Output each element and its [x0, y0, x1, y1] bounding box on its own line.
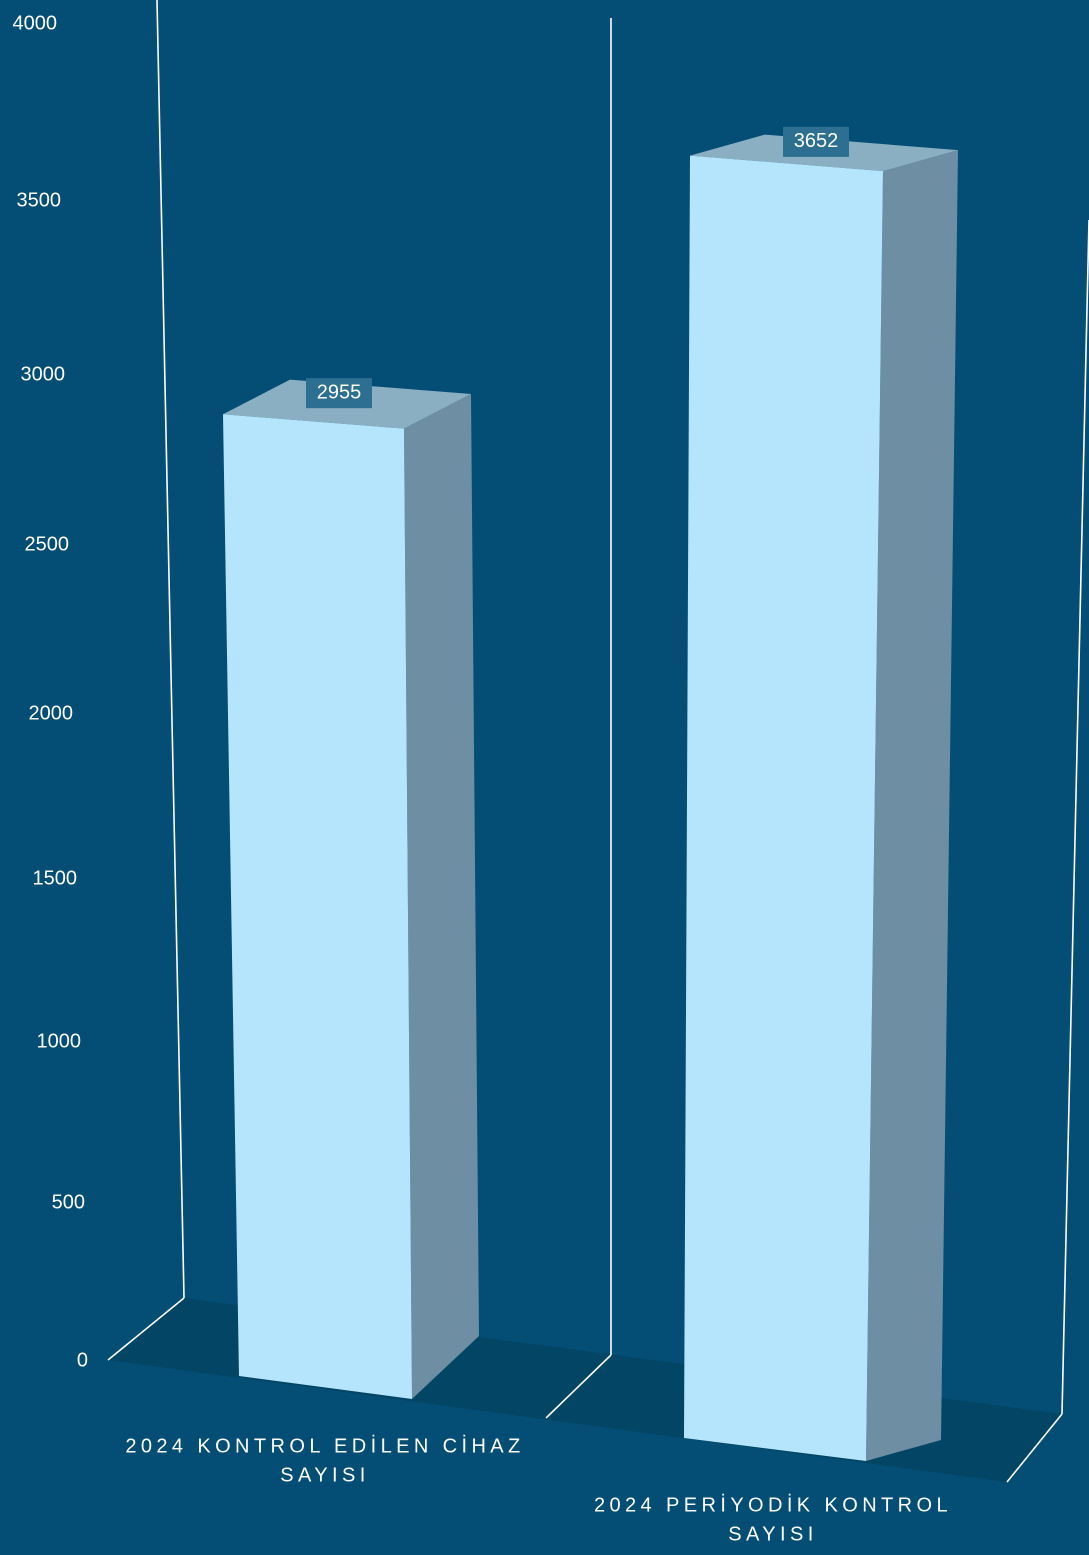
right-floor-edge: [1006, 1413, 1063, 1483]
data-label: 3652: [783, 126, 849, 157]
bar: [223, 379, 479, 1399]
y-tick-label: 0: [77, 1349, 88, 1371]
middle-floor-edge: [545, 1354, 612, 1419]
x-category-label-line: SAYISI: [280, 1464, 369, 1486]
left-floor-edge: [107, 1297, 185, 1361]
data-label-box: [306, 378, 372, 409]
data-label: 2955: [306, 378, 372, 409]
right-wall-line: [1061, 219, 1089, 1415]
y-tick-label: 2500: [25, 533, 70, 555]
bar-side-face: [404, 394, 479, 1399]
left-wall-line: [156, 0, 185, 1299]
y-tick-label: 2000: [29, 702, 74, 724]
x-category-label: 2024 KONTROL EDİLEN CİHAZ SAYISI: [125, 1434, 524, 1486]
x-category-label-line: 2024 PERİYODİK KONTROL: [594, 1493, 952, 1516]
data-label-text: 2955: [317, 381, 362, 403]
chart-walls: [107, 0, 1089, 1483]
bar-front-face: [684, 155, 883, 1461]
data-labels: 2955 3652: [306, 126, 849, 409]
x-category-label-line: SAYISI: [728, 1523, 817, 1545]
data-label-box: [783, 126, 849, 157]
y-tick-label: 3000: [21, 363, 66, 385]
y-tick-label: 500: [52, 1191, 85, 1213]
y-tick-label: 1000: [37, 1030, 82, 1052]
bars: [223, 134, 958, 1461]
y-tick-label: 1500: [33, 867, 78, 889]
y-tick-label: 4000: [13, 12, 58, 34]
data-label-text: 3652: [794, 130, 839, 152]
bar-side-face: [866, 150, 958, 1461]
x-category-label-line: 2024 KONTROL EDİLEN CİHAZ: [125, 1434, 524, 1457]
x-category-label: 2024 PERİYODİK KONTROL SAYISI: [594, 1493, 952, 1545]
y-tick-label: 3500: [17, 189, 62, 211]
bar: [684, 134, 958, 1461]
bar-front-face: [223, 414, 412, 1399]
y-axis-ticks: 0 500 1000 1500 2000 2500 3000 3500 4000: [13, 12, 89, 1371]
